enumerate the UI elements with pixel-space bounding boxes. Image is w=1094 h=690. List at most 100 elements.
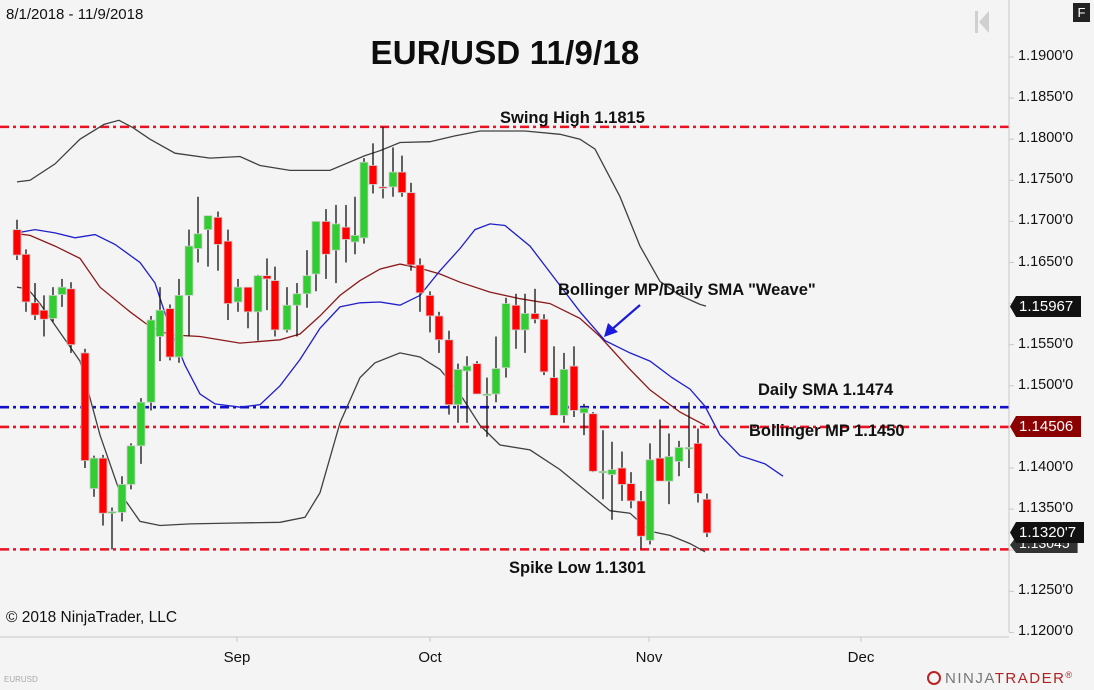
candle: [136, 398, 146, 464]
candle: [598, 430, 608, 500]
candle: [378, 126, 388, 199]
candle: [98, 454, 108, 526]
candle: [406, 182, 416, 271]
candle: [453, 363, 463, 423]
candle: [539, 314, 549, 376]
candle: [292, 283, 302, 337]
candle: [472, 361, 482, 395]
weave-annotation: Bollinger MP/Daily SMA "Weave": [558, 281, 816, 299]
candle: [511, 293, 521, 349]
chart-title: EUR/USD 11/9/18: [370, 34, 640, 71]
candle: [702, 493, 712, 538]
candle: [155, 287, 165, 362]
candle: [80, 348, 90, 468]
y-axis-label: 1.1350'0: [1018, 500, 1074, 517]
brand-ninja: NINJA: [945, 670, 995, 687]
horizontal-levels: [0, 125, 1009, 551]
candle: [146, 315, 156, 411]
candle: [491, 336, 501, 403]
last-price-tag: 1.1320'7: [1010, 522, 1085, 543]
y-axis-label: 1.1250'0: [1018, 582, 1074, 599]
candle: [66, 282, 76, 353]
y-axis-label: 1.1650'0: [1018, 253, 1074, 270]
y-axis-label: 1.1750'0: [1018, 171, 1074, 188]
x-axis-ticks: [236, 637, 862, 642]
candle: [359, 158, 369, 244]
copyright-label: © 2018 NinjaTrader, LLC: [6, 609, 178, 626]
candle: [193, 196, 203, 263]
x-axis-label-oct: Oct: [418, 649, 442, 666]
bollinger-middle-line: [16, 233, 706, 426]
y-axis-label: 1.1550'0: [1018, 335, 1074, 352]
swing-high-annotation: Swing High 1.1815: [500, 109, 645, 127]
candle: [270, 266, 280, 337]
candle: [588, 412, 598, 473]
weave-arrow-icon: [604, 304, 641, 337]
candle: [559, 352, 569, 423]
candle: [203, 215, 213, 267]
candle: [174, 278, 184, 363]
candle: [693, 428, 703, 503]
daily-sma-annotation: Daily SMA 1.1474: [758, 381, 894, 399]
candle: [645, 443, 655, 545]
bollinger-mp-annotation: Bollinger MP 1.1450: [749, 422, 905, 440]
brand-mark: ®: [1065, 670, 1074, 680]
candle: [636, 491, 646, 549]
candle: [579, 403, 589, 436]
ninjatrader-logo: NINJATRADER®: [927, 670, 1074, 687]
candle: [655, 419, 665, 482]
candle: [331, 204, 341, 284]
candle: [233, 278, 243, 312]
f-button[interactable]: F: [1073, 3, 1090, 22]
candle: [89, 455, 99, 497]
candle: [30, 283, 40, 321]
bollinger-lower-line: [16, 286, 706, 553]
candle: [253, 274, 263, 341]
candle: [684, 402, 694, 468]
candle: [434, 311, 444, 353]
candle: [341, 204, 351, 263]
candle: [302, 250, 312, 308]
y-axis-ticks: [1009, 56, 1014, 633]
candle: [607, 441, 617, 520]
spike-low-annotation: Spike Low 1.1301: [509, 559, 646, 577]
candle: [462, 356, 472, 423]
ninjatrader-mark-icon: [927, 671, 941, 685]
y-axis-label: 1.1200'0: [1018, 623, 1074, 640]
candle: [617, 451, 627, 501]
candle: [397, 155, 407, 197]
candle: [626, 472, 636, 509]
x-axis-label-dec: Dec: [847, 649, 875, 666]
skip-back-icon: [975, 11, 989, 33]
candle: [39, 295, 49, 337]
candle: [482, 377, 492, 437]
candle: [350, 196, 360, 255]
candle: [368, 143, 378, 194]
candle: [243, 286, 253, 329]
candle: [213, 211, 223, 271]
sma-price-tag: 1.14506: [1010, 416, 1082, 437]
y-axis-label: 1.1800'0: [1018, 130, 1074, 147]
y-axis-label: 1.1850'0: [1018, 89, 1074, 106]
candle: [262, 258, 272, 311]
candle: [184, 229, 194, 337]
instrument-label: EURUSD: [4, 675, 38, 684]
upper-band-price-tag: 1.15967: [1010, 296, 1082, 317]
candle: [311, 220, 321, 292]
x-axis-label-sep: Sep: [223, 649, 251, 666]
y-axis-label: 1.1900'0: [1018, 48, 1074, 64]
candle: [664, 433, 674, 505]
candle: [520, 293, 530, 353]
candle: [415, 258, 425, 312]
candle: [425, 291, 435, 333]
candle: [569, 346, 579, 418]
candle: [117, 476, 127, 522]
candle: [21, 249, 31, 312]
candle: [444, 330, 454, 415]
y-axis-label: 1.1400'0: [1018, 459, 1074, 475]
candle: [165, 304, 175, 361]
candle: [282, 287, 292, 333]
candle: [549, 346, 559, 416]
scroll-to-start-button[interactable]: [974, 10, 990, 39]
